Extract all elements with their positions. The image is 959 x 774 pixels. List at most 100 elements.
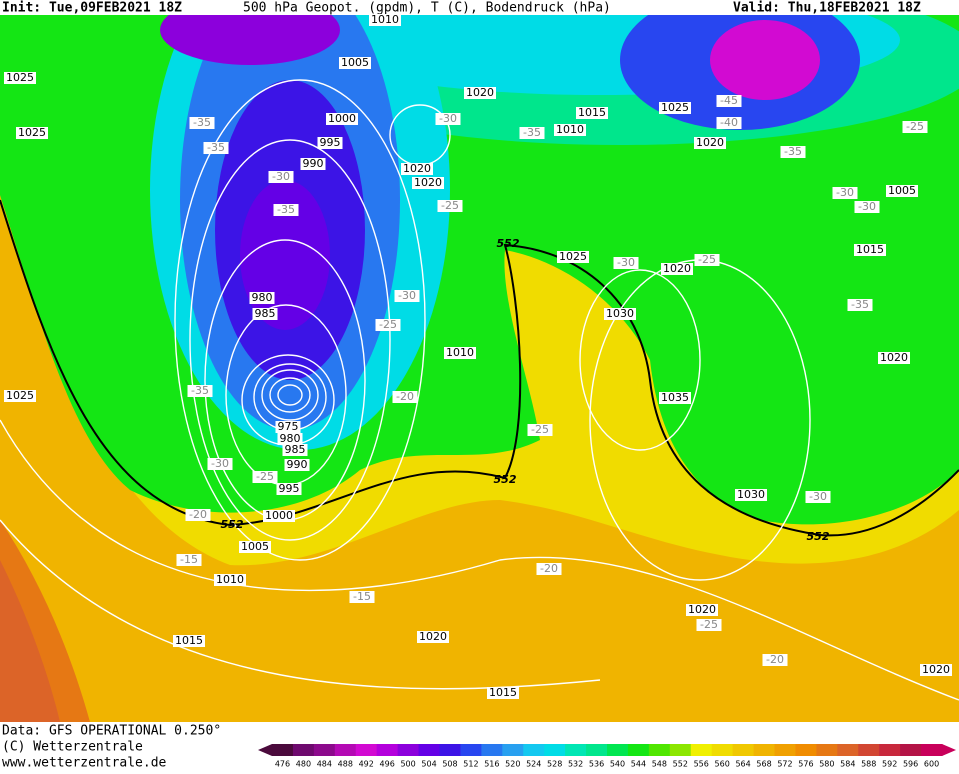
temperature-label: -15 <box>353 590 371 603</box>
colorbar-swatch <box>523 744 545 756</box>
temperature-label: -35 <box>851 298 869 311</box>
pressure-label: 1025 <box>661 101 689 114</box>
colorbar-swatch <box>732 744 755 756</box>
pressure-label: 1020 <box>663 262 691 275</box>
colorbar-swatch <box>460 744 482 756</box>
colorbar-swatch <box>376 744 399 756</box>
colorbar-swatch <box>292 744 315 756</box>
temperature-label-box <box>832 187 858 199</box>
colorbar-swatch <box>711 744 734 756</box>
pressure-label: 1010 <box>446 346 474 359</box>
colorbar-label: 484 <box>317 760 332 769</box>
temperature-label-box <box>716 117 742 129</box>
pressure-label-box <box>686 604 718 616</box>
pressure-label-box <box>277 433 303 445</box>
pressure-label: 1010 <box>556 123 584 136</box>
pressure-label-box <box>576 107 608 119</box>
temperature-label-box <box>902 121 928 133</box>
pressure-label: 1005 <box>888 184 916 197</box>
temperature-label: -20 <box>766 653 784 666</box>
temperature-label-box <box>187 385 213 397</box>
temperature-label: -30 <box>398 289 416 302</box>
temperature-label-box <box>696 619 722 631</box>
colorbar-label: 508 <box>442 760 457 769</box>
colorbar-label: 556 <box>694 760 709 769</box>
pressure-label: 1005 <box>341 56 369 69</box>
warm-region <box>0 560 60 722</box>
colorbar-swatch <box>272 744 294 756</box>
temperature-label-box <box>189 117 215 129</box>
temperature-label: -20 <box>396 390 414 403</box>
pressure-label-box <box>4 390 36 402</box>
pressure-label: 1020 <box>414 176 442 189</box>
pressure-label-box <box>920 664 952 676</box>
pressure-label: 1025 <box>6 389 34 402</box>
colorbar-swatch <box>397 744 420 756</box>
colorbar-label: 520 <box>505 760 520 769</box>
colorbar-label: 572 <box>777 760 792 769</box>
temperature-label: -20 <box>189 508 207 521</box>
temperature-label: -30 <box>836 186 854 199</box>
colorbar-label: 476 <box>275 760 290 769</box>
data-source: Data: GFS OPERATIONAL 0.250° <box>2 724 221 739</box>
temperature-label: -35 <box>523 126 541 139</box>
init-time: Init: Tue,09FEB2021 18Z <box>2 1 182 16</box>
pressure-label-box <box>339 57 371 69</box>
pressure-label: 1020 <box>403 162 431 175</box>
contour-label: 552 <box>497 237 520 250</box>
colorbar-swatch <box>900 744 922 756</box>
colorbar-label: 488 <box>338 760 353 769</box>
pressure-label-box <box>604 308 636 320</box>
colorbar-swatch <box>816 744 838 756</box>
colorbar-swatch <box>921 744 943 756</box>
pressure-label: 1010 <box>371 13 399 26</box>
pressure-label: 1020 <box>466 86 494 99</box>
colorbar-label: 524 <box>526 760 541 769</box>
colorbar-swatch <box>313 744 336 756</box>
colorbar-end <box>942 744 956 756</box>
pressure-label: 990 <box>303 157 324 170</box>
colorbar-label: 564 <box>735 760 750 769</box>
temperature-label: -30 <box>858 200 876 213</box>
pressure-label-box <box>284 459 310 471</box>
colorbar-swatch <box>774 744 796 756</box>
pressure-label-box <box>214 574 246 586</box>
pressure-label-box <box>886 185 918 197</box>
temperature-label: -45 <box>720 94 738 107</box>
pressure-label: 1010 <box>216 573 244 586</box>
temperature-label-box <box>613 257 639 269</box>
pressure-label-box <box>300 158 326 170</box>
map-title: 500 hPa Geopot. (gpdm), T (C), Bodendruc… <box>243 1 611 16</box>
pressure-label: 1015 <box>489 686 517 699</box>
colorbar-swatch <box>627 744 650 756</box>
temperature-label-box <box>435 113 461 125</box>
pressure-label: 980 <box>252 291 273 304</box>
temperature-label-box <box>780 146 806 158</box>
temperature-label-box <box>527 424 553 436</box>
temperature-label-box <box>375 319 401 331</box>
pressure-label: 995 <box>320 136 341 149</box>
colorbar-end <box>258 744 272 756</box>
colorbar-swatch <box>607 744 629 756</box>
pressure-label-box <box>854 244 886 256</box>
colorbar-swatch <box>418 744 440 756</box>
pressure-label: 1000 <box>265 509 293 522</box>
colorbar-label: 532 <box>568 760 583 769</box>
colorbar-label: 548 <box>652 760 667 769</box>
temperature-label-box <box>847 299 873 311</box>
pressure-label: 1020 <box>880 351 908 364</box>
colorbar-swatch <box>481 744 503 756</box>
pressure-label-box <box>735 489 767 501</box>
pressure-label: 1025 <box>18 126 46 139</box>
temperature-label-box <box>252 471 278 483</box>
temperature-label-box <box>349 591 375 603</box>
pressure-label: 985 <box>255 307 276 320</box>
pressure-label-box <box>369 14 401 26</box>
colorbar-swatch <box>795 744 817 756</box>
pressure-label: 1025 <box>6 71 34 84</box>
pressure-label: 1020 <box>688 603 716 616</box>
colorbar-label: 540 <box>610 760 625 769</box>
pressure-label-box <box>401 163 433 175</box>
colorbar-label: 500 <box>400 760 415 769</box>
